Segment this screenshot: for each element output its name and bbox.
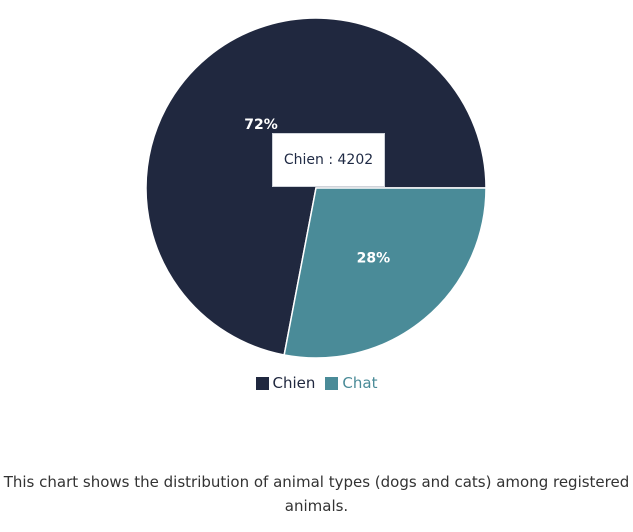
legend-item-chien[interactable]: Chien bbox=[255, 374, 316, 392]
tooltip-text: Chien : 4202 bbox=[283, 152, 374, 168]
pie-slice-chat[interactable] bbox=[283, 187, 487, 359]
chart-tooltip: Chien : 4202 bbox=[272, 133, 385, 187]
chart-legend: Chien Chat bbox=[0, 374, 633, 392]
slice-label-chien: 72% bbox=[244, 117, 278, 133]
legend-swatch-chat bbox=[325, 376, 339, 390]
slice-label-chat: 28% bbox=[357, 250, 391, 266]
legend-label-chien: Chien bbox=[272, 374, 316, 392]
legend-swatch-chien bbox=[255, 376, 269, 390]
pie-chart: 72% 28% Chien : 4202 bbox=[145, 17, 487, 359]
legend-item-chat[interactable]: Chat bbox=[325, 374, 377, 392]
legend-label-chat: Chat bbox=[342, 374, 378, 392]
chart-caption: This chart shows the distribution of ani… bbox=[3, 473, 630, 515]
